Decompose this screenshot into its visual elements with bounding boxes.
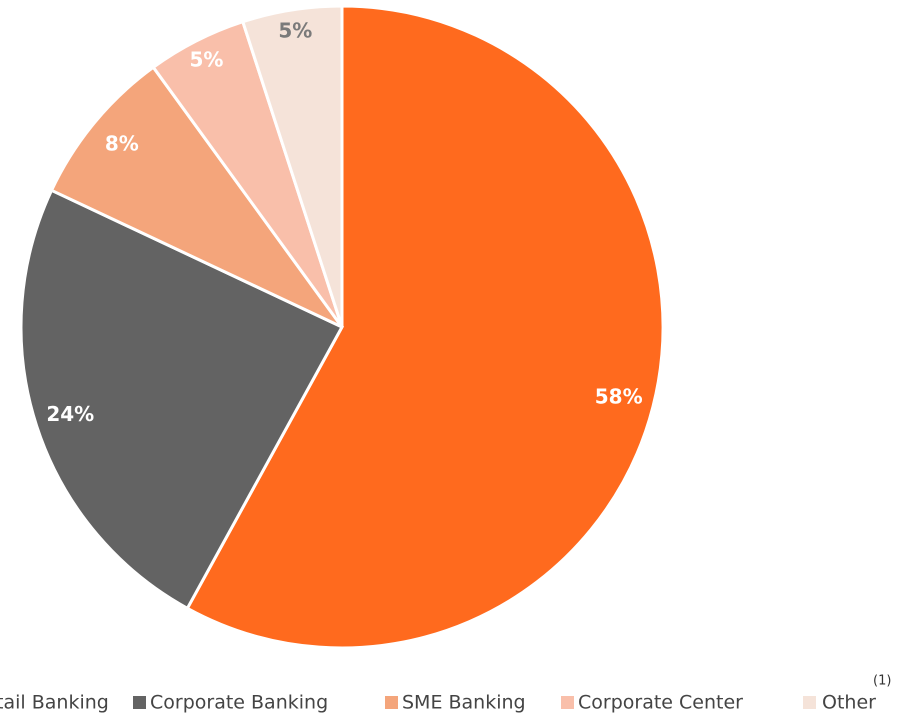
legend-label: Retail Banking bbox=[0, 692, 109, 714]
slice-label: 24% bbox=[46, 402, 94, 426]
legend-label: Other bbox=[822, 692, 876, 714]
slice-label: 5% bbox=[189, 48, 223, 72]
legend-swatch bbox=[803, 696, 816, 709]
pie-slice bbox=[185, 4, 665, 650]
slice-label: 8% bbox=[105, 131, 139, 155]
legend-label: Corporate Center bbox=[578, 692, 743, 714]
legend-swatch bbox=[561, 696, 574, 709]
legend-label: SME Banking bbox=[402, 692, 526, 714]
pie-slice bbox=[49, 65, 344, 329]
pie-slice bbox=[240, 4, 344, 328]
legend-label: Corporate Banking bbox=[150, 692, 328, 714]
slice-label: 58% bbox=[595, 385, 643, 409]
slice-label: 5% bbox=[278, 19, 312, 43]
legend-swatch bbox=[385, 696, 398, 709]
pie-slice bbox=[19, 188, 345, 611]
legend-swatch bbox=[133, 696, 146, 709]
footnote-marker: (1) bbox=[873, 674, 891, 689]
